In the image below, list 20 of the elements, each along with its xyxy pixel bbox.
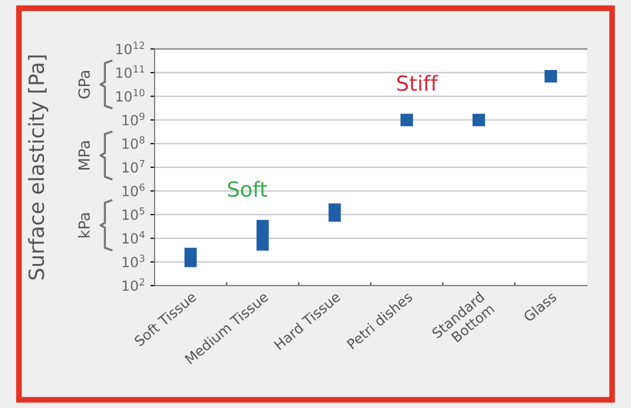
y-tick-label: 10$^{2}$ bbox=[122, 278, 144, 291]
y-tick-label: 10$^{8}$ bbox=[122, 136, 144, 149]
y-tick-label: 10$^{12}$ bbox=[116, 42, 144, 54]
bar bbox=[256, 220, 269, 251]
text: MPa bbox=[78, 141, 90, 170]
y-tick-label: 10$^{7}$ bbox=[122, 160, 144, 173]
y-tick-label: 10$^{3}$ bbox=[122, 254, 144, 268]
text: GPa bbox=[78, 70, 90, 98]
annotation: Soft bbox=[228, 180, 268, 197]
y-tick-label: 10$^{5}$ bbox=[122, 207, 144, 220]
y-tick-label: 10$^{10}$ bbox=[116, 88, 144, 102]
y-tick-label: 10$^{9}$ bbox=[122, 112, 144, 126]
bar bbox=[184, 248, 197, 268]
y-axis-title: Surface elasticity [Pa] bbox=[28, 55, 48, 280]
annotation: Stiff bbox=[397, 74, 438, 92]
text: kPa bbox=[78, 213, 90, 238]
y-tick-label: 10$^{4}$ bbox=[122, 231, 145, 244]
bar bbox=[328, 203, 341, 222]
y-tick-label: 10$^{11}$ bbox=[116, 65, 144, 78]
y-tick-label: 10$^{6}$ bbox=[122, 184, 144, 196]
